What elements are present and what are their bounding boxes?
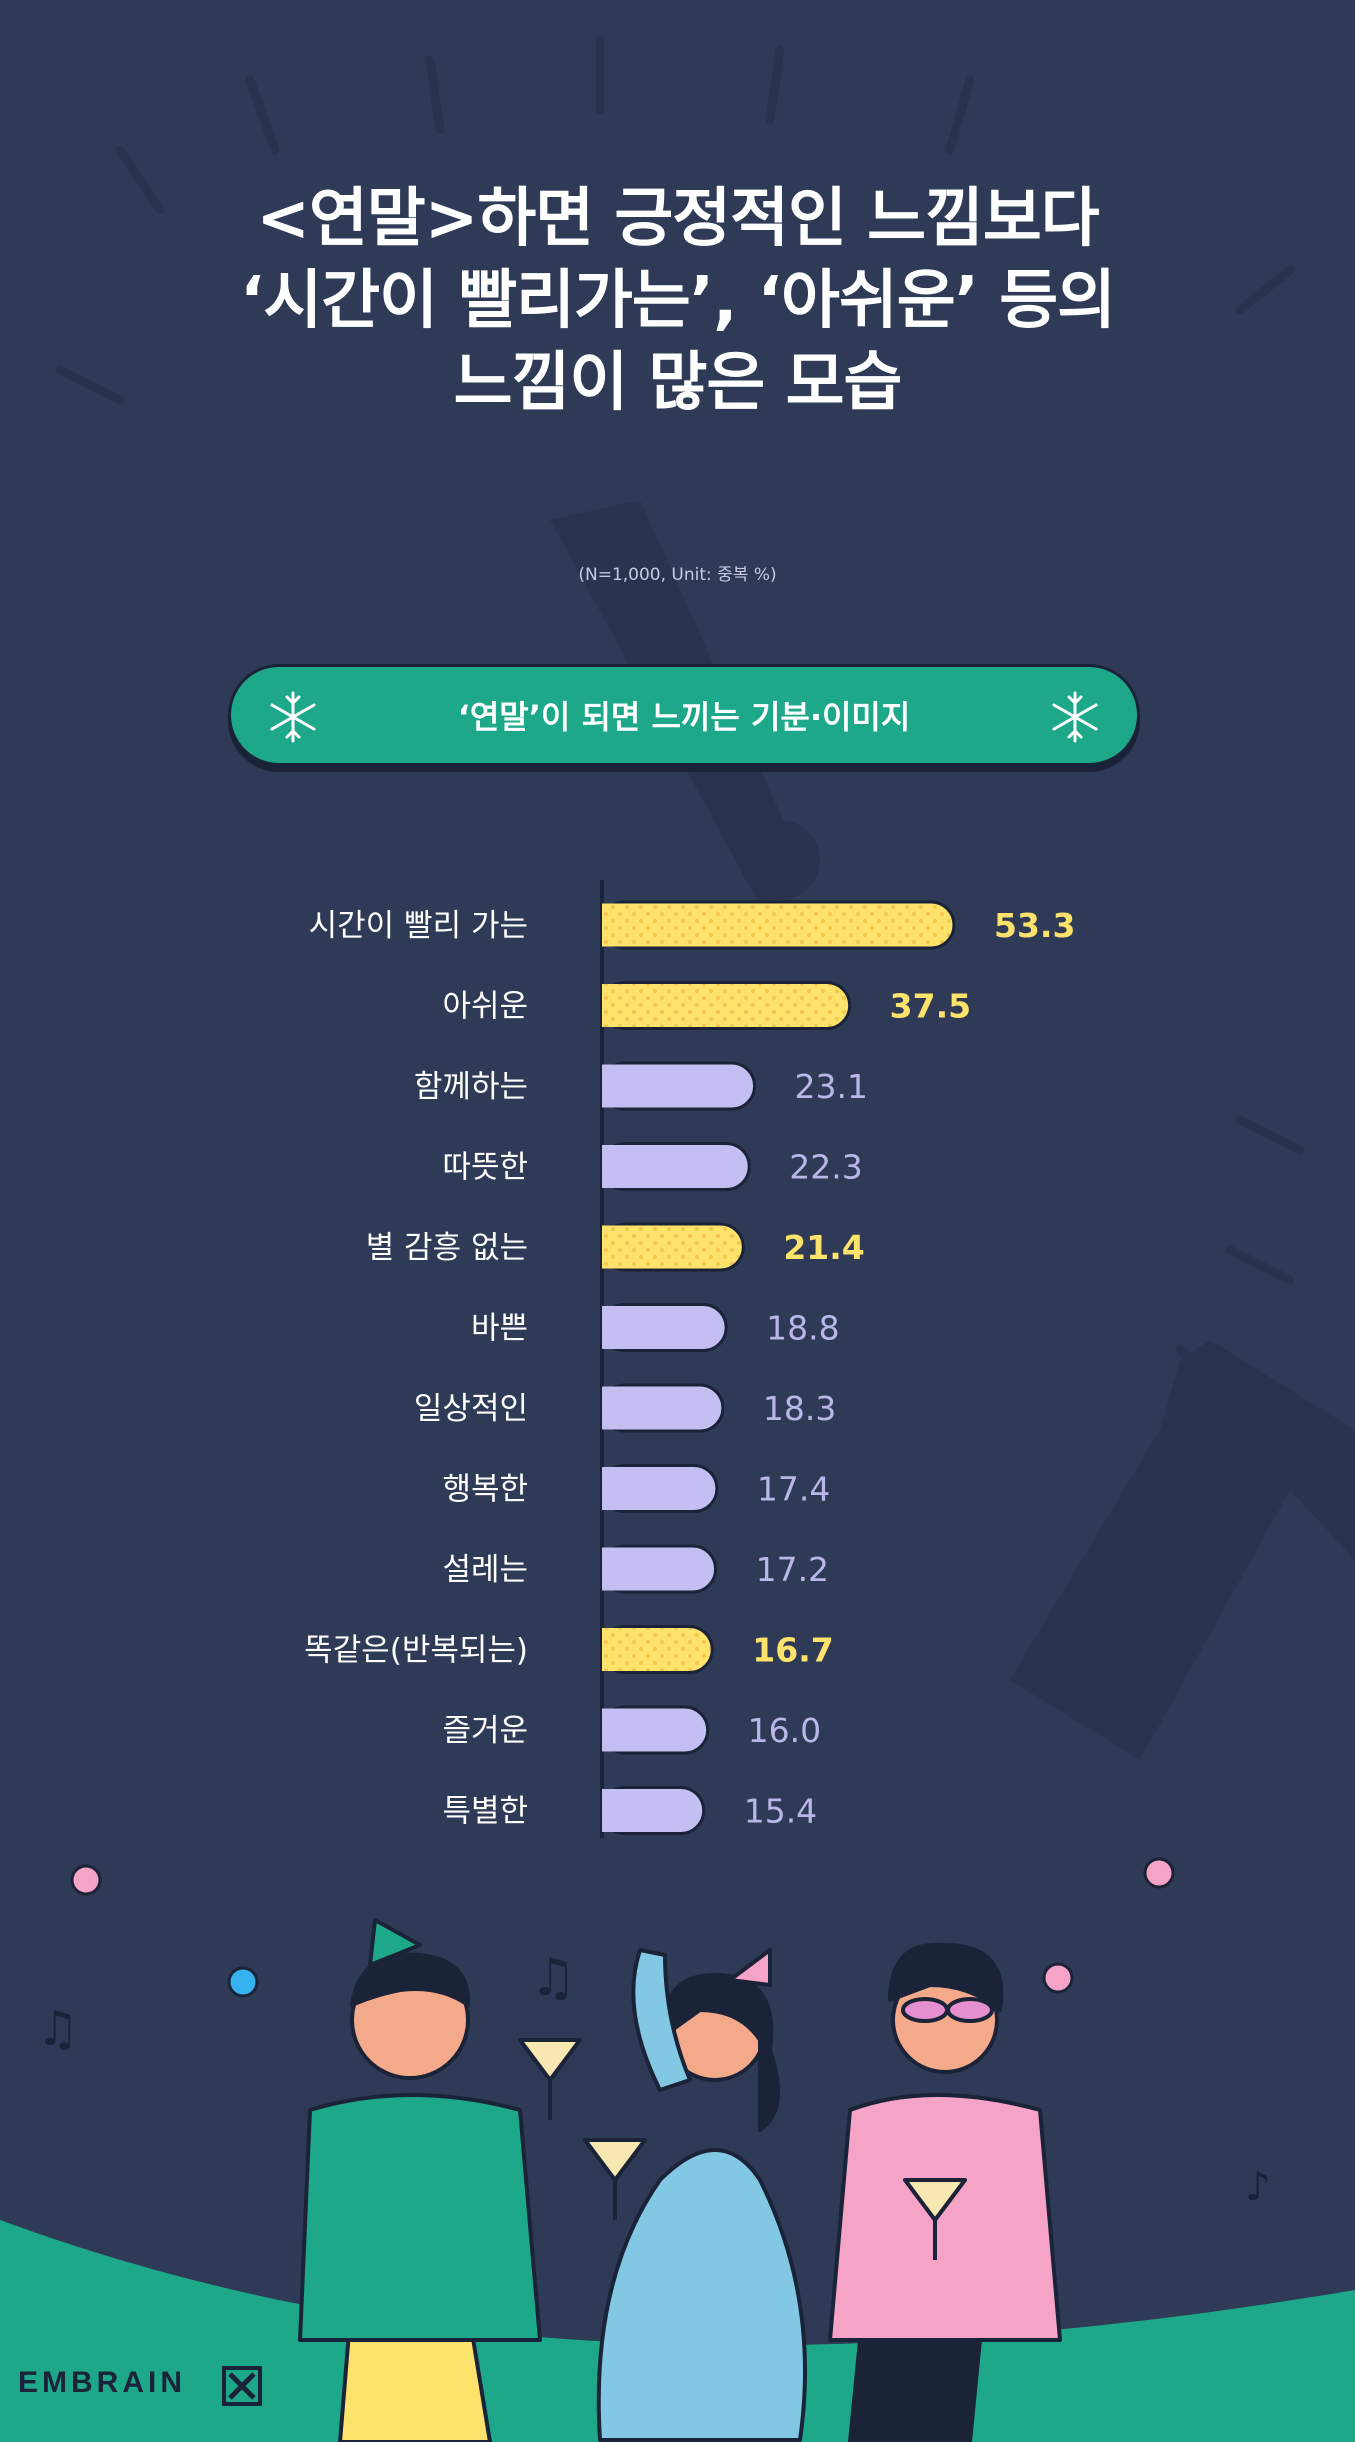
value-label: 18.8 [766, 1309, 839, 1348]
category-label: 별 감흥 없는 [366, 1230, 528, 1266]
value-label: 37.5 [890, 987, 971, 1026]
value-label: 17.2 [756, 1550, 829, 1589]
title-line: <연말>하면 긍정적인 느낌보다 [256, 182, 1099, 256]
value-label: 53.3 [994, 906, 1075, 945]
bar-fill-6 [602, 1306, 625, 1349]
value-label: 21.4 [783, 1228, 864, 1267]
bar-fill-7 [602, 1386, 625, 1430]
category-label: 특별한 [442, 1794, 528, 1830]
confetti-dot [227, 1966, 259, 1998]
party-people-illustration [298, 1918, 1062, 2442]
value-label: 18.3 [763, 1389, 836, 1428]
music-note-icon: ♫ [36, 2001, 79, 2057]
music-note-icon: ♪ [1245, 2164, 1271, 2210]
value-label: 16.0 [748, 1711, 821, 1750]
bar-fill-2 [602, 984, 625, 1027]
category-label: 일상적인 [414, 1391, 528, 1427]
bar-fill-5 [602, 1225, 625, 1269]
value-label: 16.7 [752, 1631, 833, 1670]
bar-fill-11 [602, 1708, 625, 1752]
page-title: <연말>하면 긍정적인 느낌보다 ‘시간이 빨리가는’, ‘아쉬운’ 등의 느낌… [0, 178, 1355, 424]
music-note-icon: ♫ [530, 1948, 577, 2008]
bar-fill-8 [602, 1467, 625, 1510]
category-label: 설레는 [442, 1552, 528, 1588]
bar-2 [600, 981, 852, 1030]
chart-title-banner: ‘연말’이 되면 느끼는 기분·이미지 [228, 664, 1140, 766]
category-label: 바쁜 [471, 1311, 528, 1347]
category-label: 아쉬운 [442, 989, 528, 1025]
bar-fill-3 [602, 1064, 625, 1108]
value-label: 23.1 [795, 1067, 868, 1106]
bar-1 [600, 900, 956, 950]
bar-group: 시간이 빨리 가는 53.3 아쉬운 37.5 함께하는 23.1 따뜻한 22.3 별 감흥 … [304, 900, 1075, 1835]
bar-fill-9 [602, 1547, 625, 1591]
bar-fill-12 [602, 1789, 625, 1832]
category-label: 즐거운 [442, 1713, 528, 1749]
hourglass-shape [1010, 1340, 1355, 1760]
confetti-dot [70, 1864, 102, 1896]
brand-logo-text: EMBRAIN [18, 2366, 186, 2399]
bar-fill-1 [602, 903, 625, 947]
value-label: 15.4 [744, 1792, 817, 1831]
value-label: 17.4 [757, 1470, 830, 1509]
confetti-dot [1042, 1962, 1074, 1994]
value-label: 22.3 [789, 1148, 862, 1187]
category-label: 똑같은(반복되는) [304, 1633, 528, 1669]
bar-fill-10 [602, 1628, 625, 1671]
title-line: 느낌이 많은 모습 [453, 346, 903, 420]
title-line: ‘시간이 빨리가는’, ‘아쉬운’ 등의 [240, 264, 1116, 338]
sample-note: (N=1,000, Unit: 중복 %) [578, 565, 777, 585]
category-label: 함께하는 [414, 1069, 528, 1105]
snowflake-icon [1052, 691, 1098, 743]
category-label: 시간이 빨리 가는 [309, 908, 528, 944]
snowflake-icon [270, 691, 316, 743]
bar-fill-4 [602, 1145, 625, 1188]
party-decorations: ♫ ♫ ♪ [36, 1857, 1271, 2210]
embrain-logo-icon [222, 2366, 262, 2406]
confetti-dot [1143, 1857, 1175, 1889]
category-label: 따뜻한 [442, 1150, 528, 1186]
category-label: 행복한 [442, 1472, 528, 1508]
ground-wave [0, 2220, 1355, 2442]
chart-title: ‘연말’이 되면 느끼는 기분·이미지 [457, 698, 911, 736]
clock-center [740, 820, 820, 900]
